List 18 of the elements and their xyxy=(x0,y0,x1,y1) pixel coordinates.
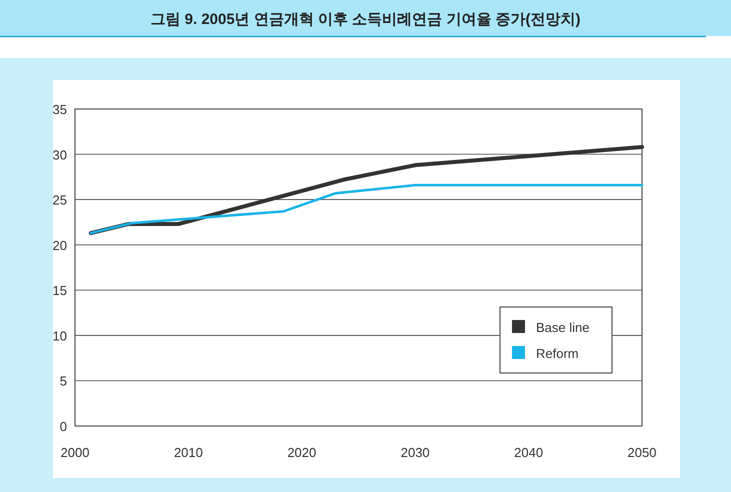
x-tick-label: 2000 xyxy=(60,445,90,460)
y-tick-label: 0 xyxy=(60,419,67,434)
y-tick-label: 25 xyxy=(52,192,67,208)
y-tick-label: 5 xyxy=(60,374,67,389)
x-tick-label: 2030 xyxy=(400,445,430,460)
x-tick-label: 2010 xyxy=(174,445,203,460)
x-tick-label: 2040 xyxy=(514,445,544,460)
line-series xyxy=(90,184,644,234)
y-tick-label: 10 xyxy=(52,328,67,344)
y-tick-label: 20 xyxy=(52,238,67,253)
legend-label: Reform xyxy=(536,346,579,361)
y-tick-label: 35 xyxy=(52,102,67,117)
x-tick-label: 2020 xyxy=(287,445,316,460)
x-tick-label: 2050 xyxy=(628,445,656,460)
y-tick-label: 30 xyxy=(52,147,67,162)
chart-title: 그림 9. 2005년 연금개혁 이후 소득비례연금 기여율 증가(전망치) xyxy=(150,11,581,28)
legend-label: Base line xyxy=(536,320,590,335)
y-tick-label: 15 xyxy=(52,283,67,298)
